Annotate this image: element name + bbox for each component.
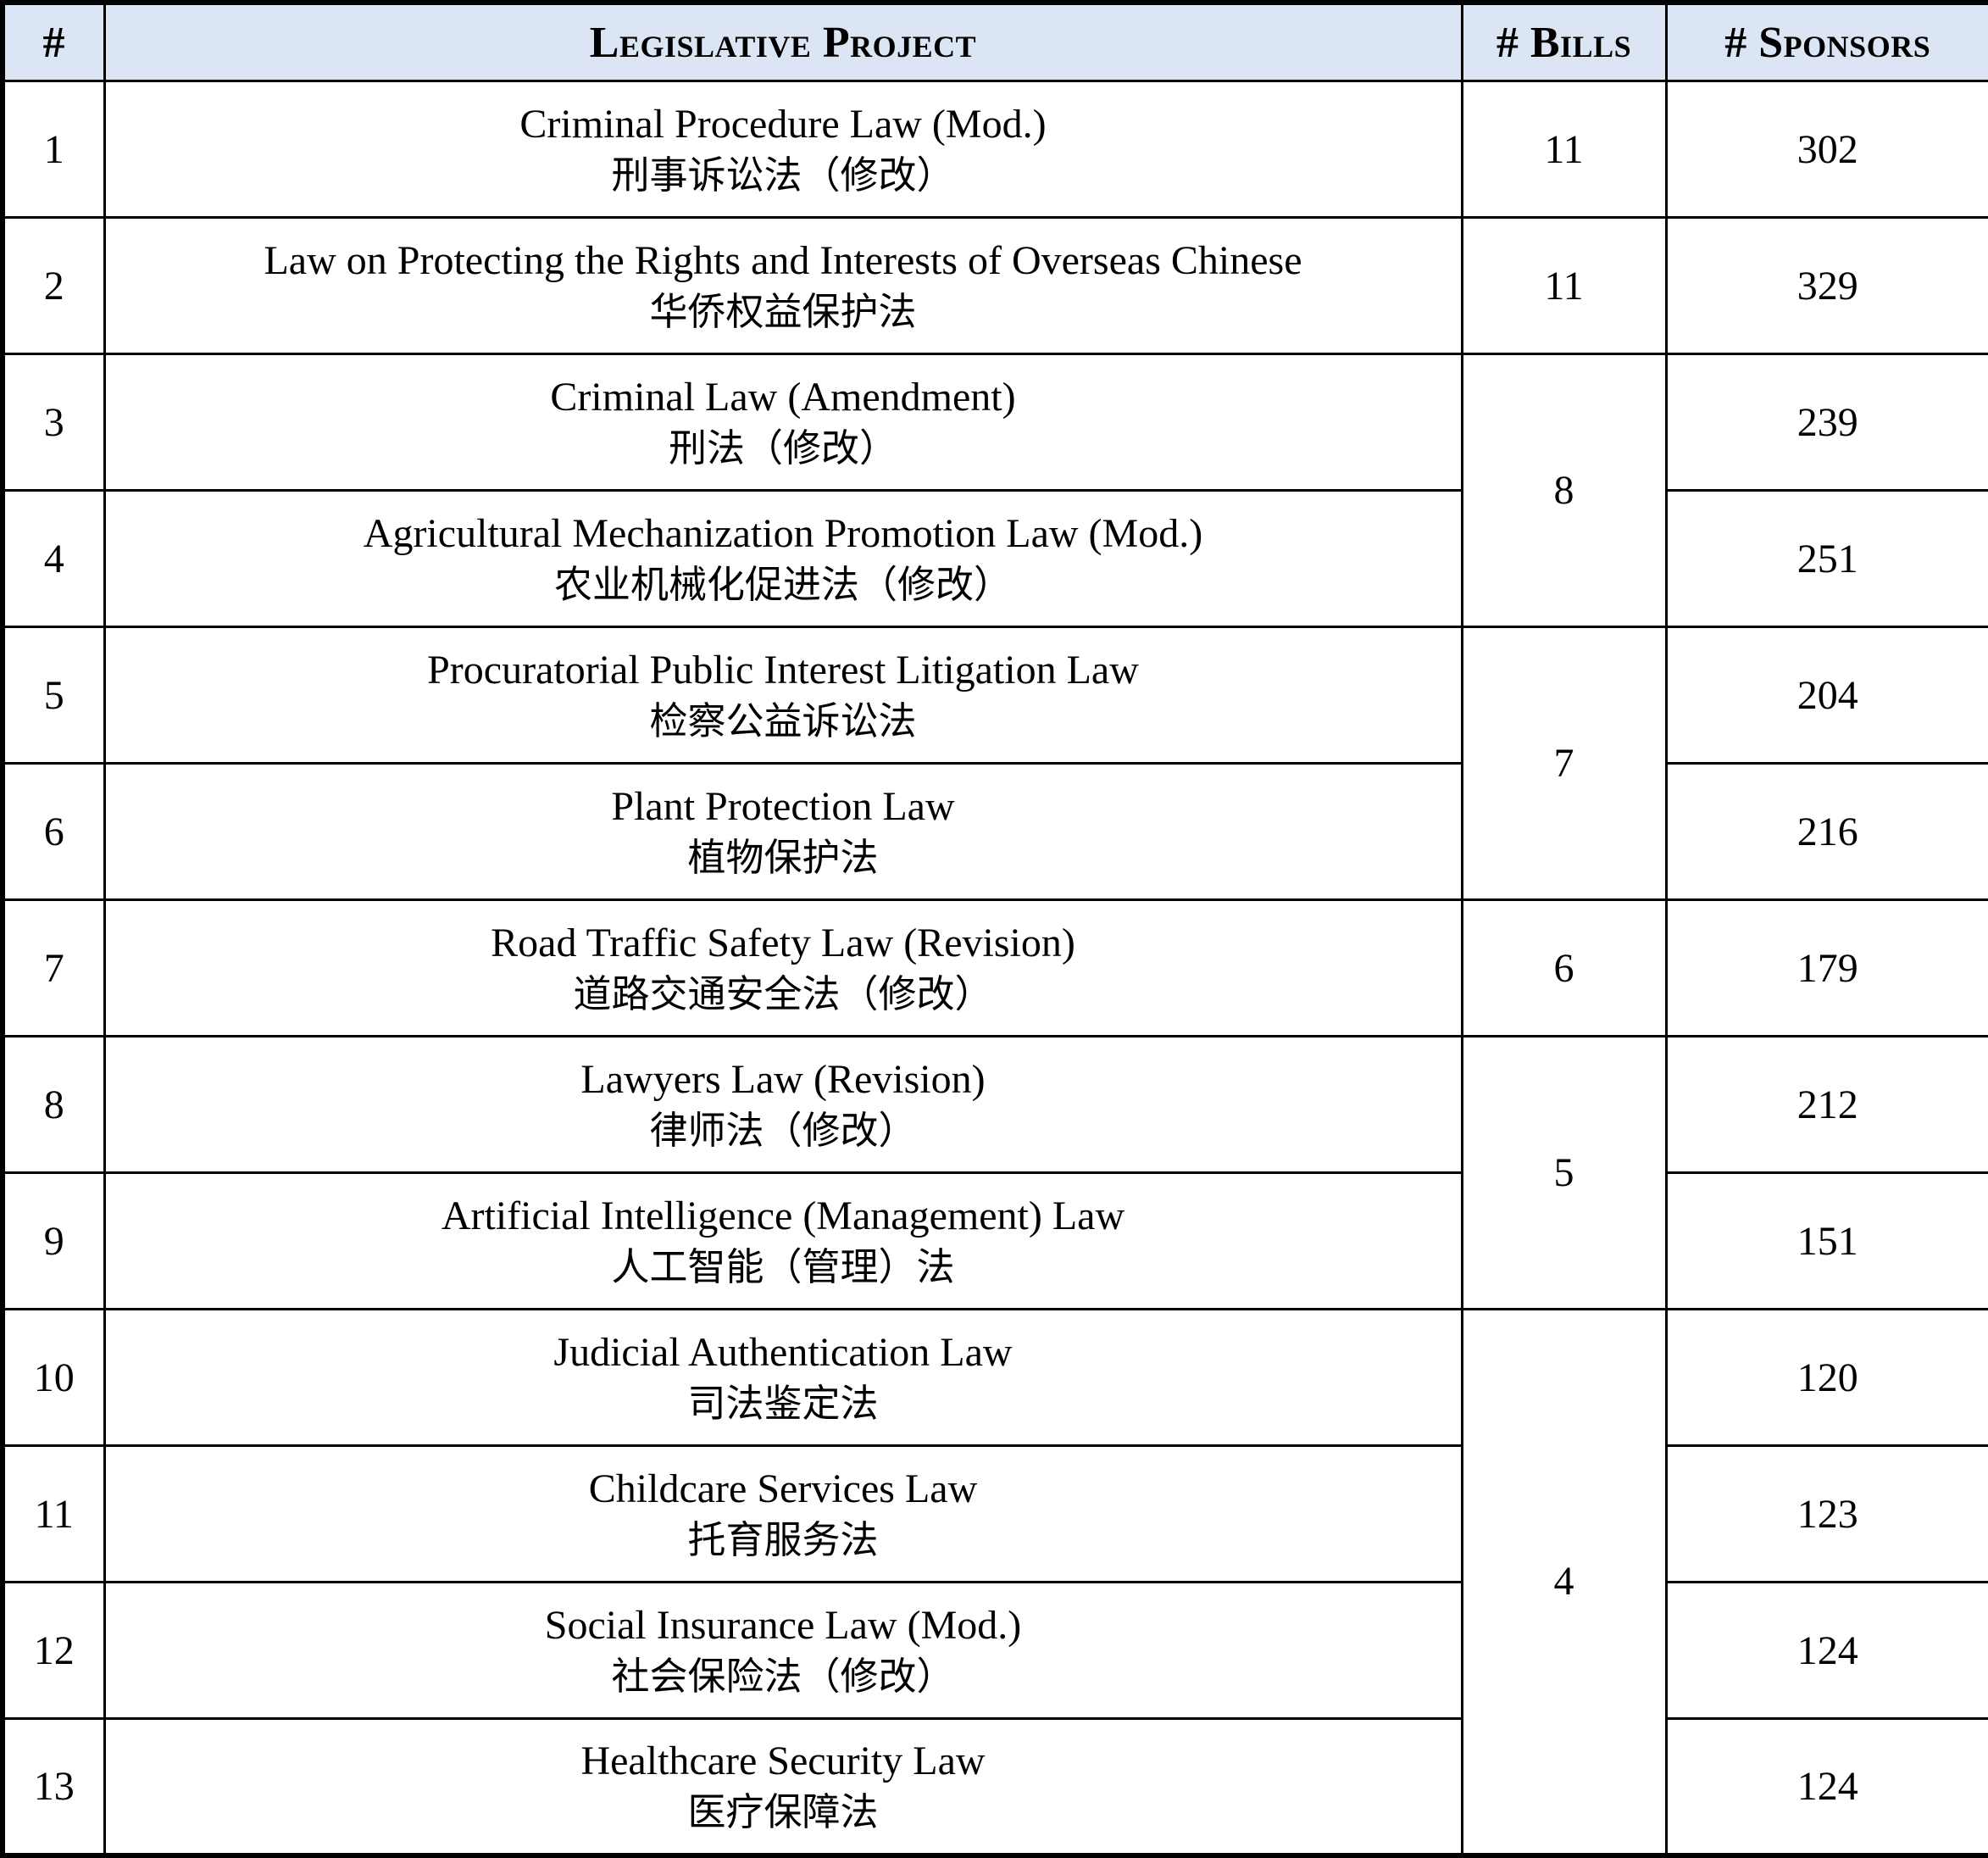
project-cell: Social Insurance Law (Mod.) 社会保险法（修改） [103, 1581, 1463, 1720]
table-row: 12 Social Insurance Law (Mod.) 社会保险法（修改） 12… [1, 1581, 1988, 1720]
project-cell: Childcare Services Law 托育服务法 [103, 1444, 1463, 1583]
sponsors-count: 120 [1664, 1308, 1988, 1447]
sponsors-count: 239 [1664, 353, 1988, 492]
project-cell: Law on Protecting the Rights and Interes… [103, 216, 1463, 355]
project-name-zh: 医疗保障法 [687, 1791, 879, 1834]
row-number: 8 [1, 1035, 106, 1174]
sponsors-count: 204 [1664, 626, 1988, 765]
row-number: 10 [1, 1308, 106, 1447]
sponsors-count: 124 [1664, 1717, 1988, 1856]
header-num: # [1, 1, 106, 82]
project-name-zh: 植物保护法 [687, 836, 879, 879]
project-name-en: Healthcare Security Law [580, 1738, 986, 1783]
project-cell: Road Traffic Safety Law (Revision) 道路交通安全… [103, 898, 1463, 1037]
project-name-en: Agricultural Mechanization Promotion Law… [363, 510, 1203, 556]
table-row: 10 Judicial Authentication Law 司法鉴定法 4 120 [1, 1308, 1988, 1856]
project-name-en: Lawyers Law (Revision) [580, 1056, 986, 1102]
project-name-en: Criminal Procedure Law (Mod.) [519, 101, 1047, 147]
project-name-zh: 华侨权益保护法 [649, 290, 917, 333]
project-cell: Artificial Intelligence (Management) Law… [103, 1171, 1463, 1310]
bills-count: 7 [1460, 626, 1668, 901]
project-cell: Procuratorial Public Interest Litigation… [103, 626, 1463, 765]
table-row: 8 Lawyers Law (Revision) 律师法（修改） 5 212 [1, 1035, 1988, 1310]
row-number: 6 [1, 762, 106, 901]
table-row: 7 Road Traffic Safety Law (Revision) 道路交通安… [1, 898, 1988, 1037]
project-name-zh: 检察公益诉讼法 [649, 699, 917, 743]
table-row: 6 Plant Protection Law 植物保护法 216 [1, 762, 1988, 901]
sponsors-count: 216 [1664, 762, 1988, 901]
project-name-zh: 托育服务法 [687, 1518, 879, 1561]
row-number: 1 [1, 80, 106, 219]
project-name-zh: 社会保险法（修改） [611, 1655, 955, 1698]
sponsors-count: 151 [1664, 1171, 1988, 1310]
sponsors-count: 302 [1664, 80, 1988, 219]
header-bills: # Bills [1460, 1, 1668, 82]
row-number: 3 [1, 353, 106, 492]
project-name-en: Criminal Law (Amendment) [550, 374, 1016, 420]
project-name-zh: 刑法（修改） [668, 426, 897, 470]
table-row: 1 Criminal Procedure Law (Mod.) 刑事诉讼法（修改） 1… [1, 80, 1988, 219]
row-number: 9 [1, 1171, 106, 1310]
project-cell: Agricultural Mechanization Promotion Law… [103, 489, 1463, 628]
bills-count: 5 [1460, 1035, 1668, 1310]
table-row: 3 Criminal Law (Amendment) 刑法（修改） 8 239 [1, 353, 1988, 628]
project-name-zh: 农业机械化促进法（修改） [553, 563, 1012, 606]
project-cell: Judicial Authentication Law 司法鉴定法 [103, 1308, 1463, 1447]
table-row: 5 Procuratorial Public Interest Litigatio… [1, 626, 1988, 901]
project-name-en: Procuratorial Public Interest Litigation… [427, 647, 1139, 693]
header-project: Legislative Project [103, 1, 1463, 82]
project-cell: Criminal Procedure Law (Mod.) 刑事诉讼法（修改） [103, 80, 1463, 219]
sponsors-count: 251 [1664, 489, 1988, 628]
sponsors-count: 123 [1664, 1444, 1988, 1583]
bills-count: 8 [1460, 353, 1668, 628]
project-cell: Criminal Law (Amendment) 刑法（修改） [103, 353, 1463, 492]
sponsors-count: 212 [1664, 1035, 1988, 1174]
project-name-zh: 刑事诉讼法（修改） [611, 153, 955, 197]
project-name-zh: 人工智能（管理）法 [611, 1245, 955, 1288]
row-number: 5 [1, 626, 106, 765]
table-row: 11 Childcare Services Law 托育服务法 123 [1, 1444, 1988, 1583]
bills-count: 6 [1460, 898, 1668, 1037]
bills-count: 11 [1460, 80, 1668, 219]
project-name-zh: 司法鉴定法 [687, 1382, 879, 1425]
table-row: 4 Agricultural Mechanization Promotion La… [1, 489, 1988, 628]
table-row: 9 Artificial Intelligence (Management) La… [1, 1171, 1988, 1310]
table-body: 1 Criminal Procedure Law (Mod.) 刑事诉讼法（修改） 1… [1, 80, 1988, 1856]
sponsors-count: 329 [1664, 216, 1988, 355]
project-name-en: Social Insurance Law (Mod.) [544, 1602, 1022, 1648]
sponsors-count: 179 [1664, 898, 1988, 1037]
row-number: 4 [1, 489, 106, 628]
project-name-en: Childcare Services Law [588, 1466, 978, 1511]
table-row: 13 Healthcare Security Law 医疗保障法 124 [1, 1717, 1988, 1856]
project-name-zh: 道路交通安全法（修改） [573, 972, 993, 1015]
project-name-en: Plant Protection Law [611, 783, 955, 829]
project-name-en: Road Traffic Safety Law (Revision) [491, 920, 1075, 965]
project-name-en: Artificial Intelligence (Management) Law [441, 1193, 1125, 1238]
row-number: 2 [1, 216, 106, 355]
row-number: 12 [1, 1581, 106, 1720]
row-number: 13 [1, 1717, 106, 1856]
sponsors-count: 124 [1664, 1581, 1988, 1720]
row-number: 11 [1, 1444, 106, 1583]
header-row: # Legislative Project # Bills # Sponsors [1, 1, 1988, 82]
project-name-en: Judicial Authentication Law [553, 1329, 1013, 1375]
bills-count: 11 [1460, 216, 1668, 355]
project-name-zh: 律师法（修改） [649, 1109, 917, 1152]
project-cell: Lawyers Law (Revision) 律师法（修改） [103, 1035, 1463, 1174]
row-number: 7 [1, 898, 106, 1037]
project-name-en: Law on Protecting the Rights and Interes… [264, 237, 1302, 283]
project-cell: Plant Protection Law 植物保护法 [103, 762, 1463, 901]
bills-count: 4 [1460, 1308, 1668, 1856]
table-row: 2 Law on Protecting the Rights and Intere… [1, 216, 1988, 355]
project-cell: Healthcare Security Law 医疗保障法 [103, 1717, 1463, 1856]
header-sponsors: # Sponsors [1664, 1, 1988, 82]
